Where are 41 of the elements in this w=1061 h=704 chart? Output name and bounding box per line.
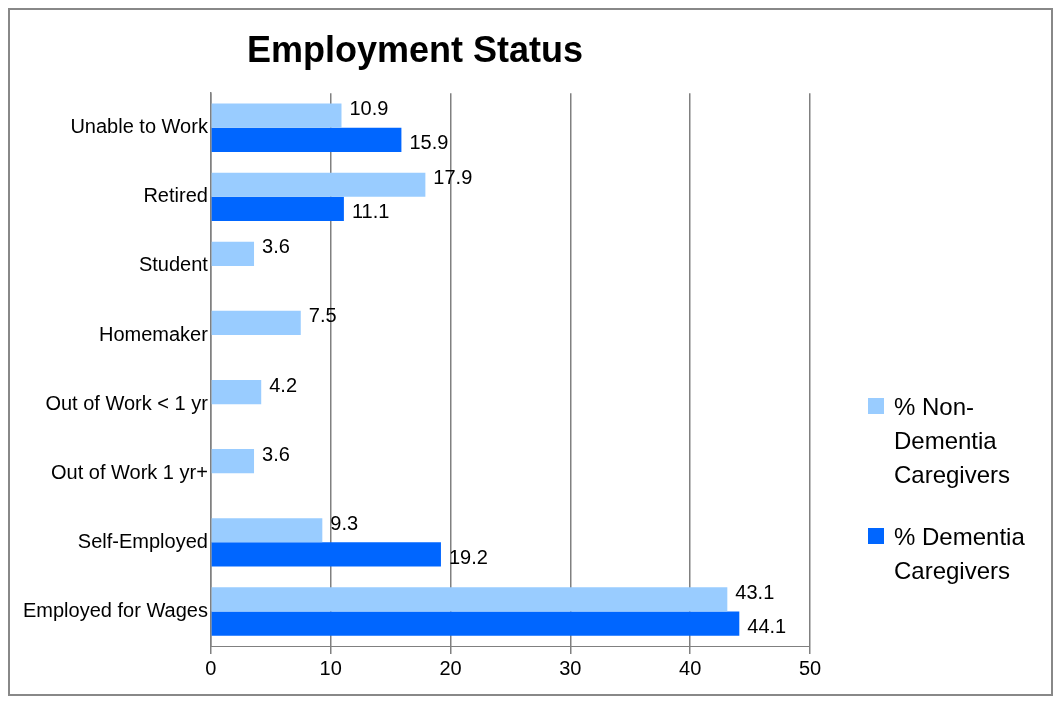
- legend-label: % Non-Dementia Caregivers: [894, 392, 1012, 490]
- bar: [211, 241, 255, 266]
- bar: [211, 611, 740, 636]
- bar: [211, 518, 323, 543]
- bar: [211, 127, 402, 152]
- data-label: 3.6: [262, 442, 290, 465]
- y-tick-label: Self-Employed: [77, 529, 208, 552]
- data-label: 17.9: [433, 166, 473, 189]
- bar: [211, 172, 426, 197]
- y-tick-label: Out of Work 1 yr+: [50, 460, 208, 483]
- bar: [211, 449, 255, 474]
- bar: [211, 379, 262, 405]
- x-tick-label: 30: [559, 656, 582, 679]
- data-label: 9.3: [330, 511, 359, 534]
- y-tick-label: Unable to Work: [70, 115, 209, 138]
- x-tick-label: 10: [319, 656, 342, 679]
- data-label: 10.9: [349, 97, 389, 120]
- x-tick-label: 0: [205, 656, 217, 679]
- y-tick-label: Retired: [143, 184, 208, 207]
- data-label: 44.1: [747, 615, 787, 638]
- bar: [211, 587, 728, 612]
- y-tick-label: Out of Work < 1 yr: [45, 391, 209, 414]
- data-label: 7.5: [308, 304, 337, 327]
- y-tick-label: Homemaker: [98, 322, 209, 345]
- y-tick-label: Student: [138, 253, 209, 276]
- data-label: 4.2: [269, 373, 298, 396]
- chart-title: Employment Status: [246, 28, 584, 70]
- bar: [211, 103, 342, 128]
- legend-label: % Dementia Caregivers: [894, 522, 1026, 586]
- data-label: 43.1: [735, 580, 775, 603]
- y-tick-label: Employed for Wages: [22, 598, 208, 621]
- data-label: 19.2: [448, 545, 488, 568]
- data-label: 15.9: [409, 131, 449, 154]
- data-label: 3.6: [262, 235, 290, 258]
- x-tick-label: 20: [439, 656, 462, 679]
- x-tick-label: 50: [798, 656, 822, 679]
- bar: [211, 542, 441, 567]
- data-label: 11.1: [351, 200, 390, 223]
- bar: [211, 196, 344, 222]
- x-tick-label: 40: [679, 656, 702, 679]
- bar: [211, 310, 301, 336]
